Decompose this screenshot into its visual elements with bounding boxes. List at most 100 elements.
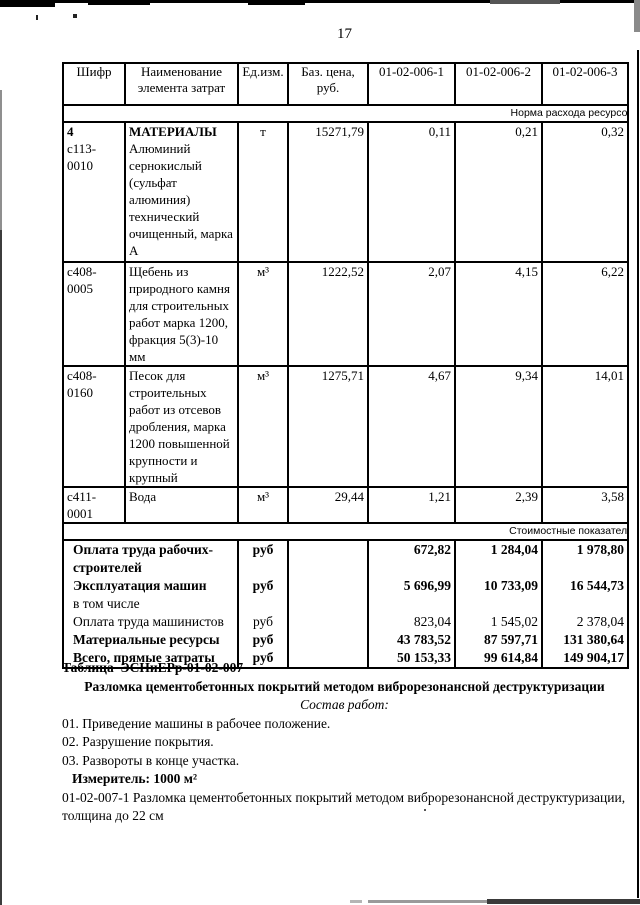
cost-row: Оплата труда рабочих-строителей руб 672,… <box>62 540 629 577</box>
cost-value-1: 5 696,99 <box>367 577 456 613</box>
header-name: Наименование элемента затрат <box>124 62 239 106</box>
next-table-title: Разломка цементобетонных покрытий методо… <box>84 678 605 694</box>
cost-row-total: Всего, прямые затраты руб 50 153,33 99 6… <box>62 649 629 669</box>
row-unit: м³ <box>237 486 289 524</box>
cost-label: Всего, прямые затраты <box>62 649 239 669</box>
norm-band-label: Норма расхода ресурсов <box>62 104 629 123</box>
row-unit: м³ <box>237 261 289 367</box>
header-base-price: Баз. цена, руб. <box>287 62 369 106</box>
row-name: МАТЕРИАЛЫ Алюминий сернокислый (сульфат … <box>124 121 239 263</box>
table-header-row: Шифр Наименование элемента затрат Ед.изм… <box>62 62 629 106</box>
cost-row: Материальные ресурсы руб 43 783,52 87 59… <box>62 631 629 649</box>
row-name: Вода <box>124 486 239 524</box>
cost-unit: руб <box>237 577 289 613</box>
work-composition-heading: Состав работ: <box>300 697 389 712</box>
table-row: 4 с113-0010 МАТЕРИАЛЫ Алюминий сернокисл… <box>62 121 629 263</box>
row-value-1: 4,67 <box>367 365 456 488</box>
cost-empty-cell <box>287 577 369 613</box>
cost-unit: руб <box>237 649 289 669</box>
cost-value-2: 1 284,04 <box>454 540 543 577</box>
row-name-group: МАТЕРИАЛЫ <box>129 124 217 139</box>
norm-description: 01-02-007-1 Разломка цементобетонных пок… <box>62 789 626 824</box>
row-value-1: 2,07 <box>367 261 456 367</box>
header-unit: Ед.изм. <box>237 62 289 106</box>
row-value-1: 1,21 <box>367 486 456 524</box>
work-item: 03. Развороты в конце участка. <box>62 752 240 768</box>
scan-edge-top-thick <box>0 0 55 7</box>
cost-row: Эксплуатация машин в том числе руб 5 696… <box>62 577 629 613</box>
table-row: с411-0001 Вода м³ 29,44 1,21 2,39 3,58 <box>62 486 629 524</box>
row-group: 4 <box>67 124 74 139</box>
scan-speck-dot <box>73 14 77 18</box>
cost-label: Оплата труда машинистов <box>62 613 239 631</box>
scan-edge-left <box>0 230 2 905</box>
row-value-1: 0,11 <box>367 121 456 263</box>
cost-value-3: 16 544,73 <box>541 577 629 613</box>
cost-empty-cell <box>287 613 369 631</box>
row-base-price: 1222,52 <box>287 261 369 367</box>
cost-unit: руб <box>237 631 289 649</box>
row-code: с411-0001 <box>62 486 126 524</box>
next-table-section: Таблица ЭСНиЕРр-01-02-007 Разломка цемен… <box>62 659 627 826</box>
row-value-2: 2,39 <box>454 486 543 524</box>
row-name: Щебень из природного камня для строитель… <box>124 261 239 367</box>
cost-label: Оплата труда рабочих-строителей <box>62 540 239 577</box>
estimate-table: Шифр Наименование элемента затрат Ед.изм… <box>62 62 629 669</box>
cost-value-3: 2 378,04 <box>541 613 629 631</box>
scan-bar-bottom-light <box>350 900 362 903</box>
cost-value-3: 149 904,17 <box>541 649 629 669</box>
header-norm-3: 01-02-006-3 <box>541 62 629 106</box>
norm-band-row: Норма расхода ресурсов <box>62 104 629 123</box>
cost-unit: руб <box>237 540 289 577</box>
cost-value-1: 43 783,52 <box>367 631 456 649</box>
cost-value-3: 1 978,80 <box>541 540 629 577</box>
cost-value-1: 50 153,33 <box>367 649 456 669</box>
header-norm-2: 01-02-006-2 <box>454 62 543 106</box>
cost-label: Эксплуатация машин в том числе <box>62 577 239 613</box>
scan-bar-bottom-mid <box>368 900 487 903</box>
table-row: с408-0005 Щебень из природного камня для… <box>62 261 629 367</box>
work-item: 02. Разрушение покрытия. <box>62 734 214 749</box>
cost-value-2: 87 597,71 <box>454 631 543 649</box>
row-value-2: 9,34 <box>454 365 543 488</box>
cost-value-2: 1 545,02 <box>454 613 543 631</box>
row-code: с408-0160 <box>62 365 126 488</box>
cost-value-1: 823,04 <box>367 613 456 631</box>
cost-unit: руб <box>237 613 289 631</box>
measure-unit: Измеритель: 1000 м² <box>72 771 198 786</box>
cost-sublabel: в том числе <box>73 596 140 611</box>
cost-band-row: Стоимостные показатели <box>62 522 629 541</box>
scan-bar-bottom-dark <box>487 899 640 904</box>
row-code: 4 с113-0010 <box>62 121 126 263</box>
row-base-price: 1275,71 <box>287 365 369 488</box>
page-number: 17 <box>337 26 352 42</box>
work-item: 01. Приведение машины в рабочее положени… <box>62 715 331 731</box>
cost-row: Оплата труда машинистов руб 823,04 1 545… <box>62 613 629 631</box>
cost-band-label: Стоимостные показатели <box>62 522 629 541</box>
row-value-3: 3,58 <box>541 486 629 524</box>
row-value-2: 4,15 <box>454 261 543 367</box>
row-code: с408-0005 <box>62 261 126 367</box>
scan-edge-top-seg1 <box>88 0 150 5</box>
cost-value-1: 672,82 <box>367 540 456 577</box>
cost-value-2: 99 614,84 <box>454 649 543 669</box>
scan-corner-topright <box>634 0 640 32</box>
header-shifr: Шифр <box>62 62 126 106</box>
row-name: Песок для строительных работ из отсевов … <box>124 365 239 488</box>
scan-speck-comma <box>36 15 38 20</box>
row-base-price: 29,44 <box>287 486 369 524</box>
cost-empty-cell <box>287 649 369 669</box>
cost-empty-cell <box>287 631 369 649</box>
row-value-3: 14,01 <box>541 365 629 488</box>
scan-speck-bottom <box>424 809 426 811</box>
scan-edge-top-seg3 <box>490 0 560 4</box>
cost-label: Материальные ресурсы <box>62 631 239 649</box>
table-row: с408-0160 Песок для строительных работ и… <box>62 365 629 488</box>
cost-value-2: 10 733,09 <box>454 577 543 613</box>
header-norm-1: 01-02-006-1 <box>367 62 456 106</box>
scan-edge-left-gray <box>0 90 2 230</box>
cost-value-3: 131 380,64 <box>541 631 629 649</box>
row-unit: т <box>237 121 289 263</box>
scan-edge-right <box>637 50 639 898</box>
scan-edge-top <box>0 0 640 3</box>
